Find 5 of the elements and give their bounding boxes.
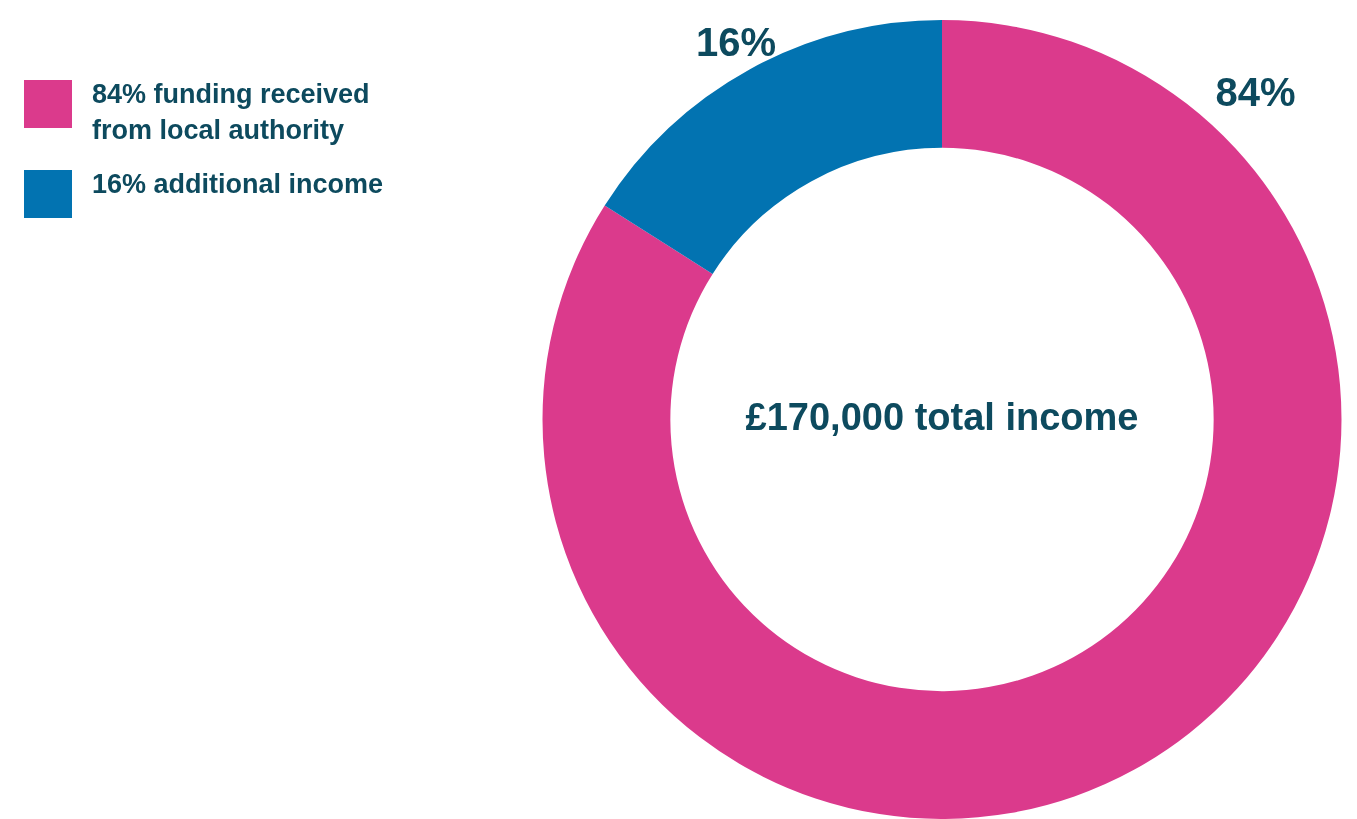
legend-label: 84% funding received from local authority [92, 78, 371, 147]
data-label: 16% [696, 19, 777, 64]
text: £170,000 total income [745, 395, 1139, 438]
data-label: 84% [1215, 69, 1296, 114]
legend-label: 16% additional income [92, 168, 384, 201]
